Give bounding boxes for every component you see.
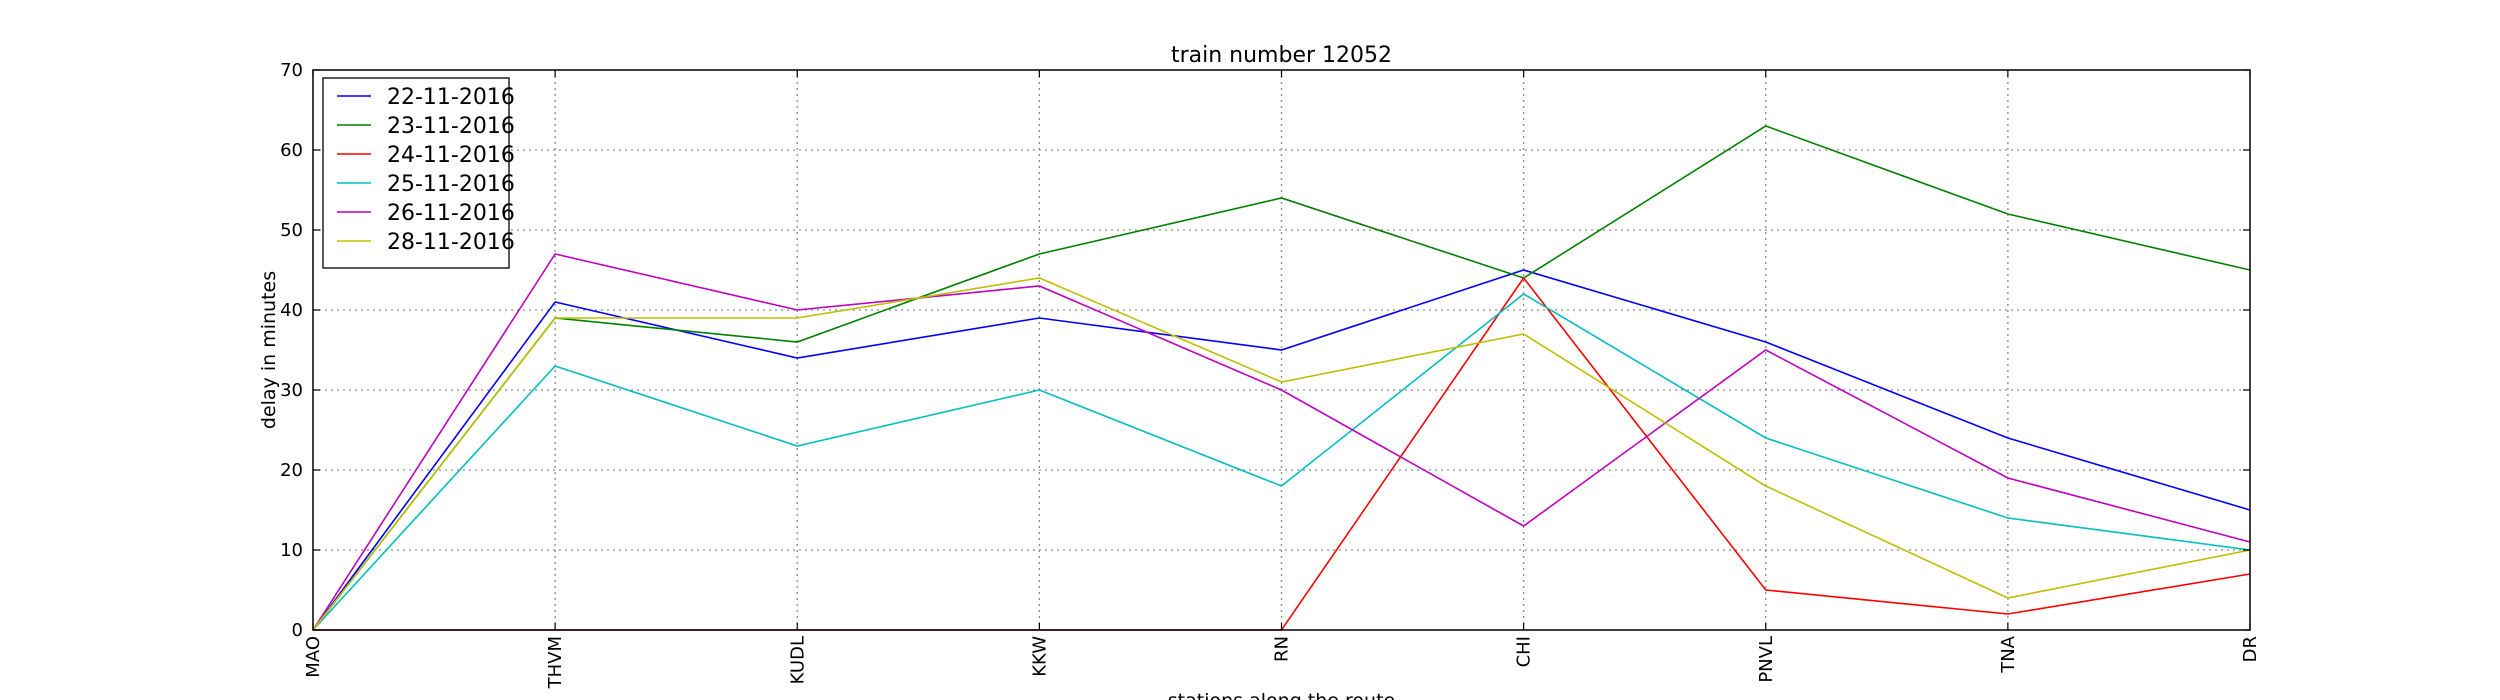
- legend-entry: 22-11-2016: [387, 85, 515, 110]
- legend-entry: 24-11-2016: [387, 143, 515, 168]
- x-axis-title: stations along the route: [1168, 690, 1395, 700]
- y-tick-label: 60: [280, 140, 303, 161]
- series-line-25-11-2016: [312, 293, 2251, 631]
- x-tick-label: TNA: [1998, 635, 2019, 673]
- y-tick-label: 0: [292, 620, 303, 641]
- x-tick-label: CHI: [1514, 636, 1535, 667]
- legend-entry: 25-11-2016: [387, 172, 515, 197]
- legend-entry: 26-11-2016: [387, 201, 515, 226]
- x-tick-label: MAO: [303, 636, 324, 678]
- x-tick-label: THVM: [545, 636, 566, 689]
- legend: 22-11-2016 23-11-2016 24-11-2016 25-11-2016…: [322, 77, 515, 269]
- x-tick-label: KUDL: [787, 636, 808, 684]
- series-line-26-11-2016: [312, 253, 2251, 631]
- series-line-28-11-2016: [312, 277, 2251, 631]
- y-tick-label: 30: [280, 380, 303, 401]
- series-line-22-11-2016: [312, 269, 2251, 631]
- series-line-23-11-2016: [312, 125, 2251, 631]
- legend-entry: 28-11-2016: [387, 230, 515, 255]
- chart-title: train number 12052: [1171, 43, 1392, 68]
- y-tick-label: 70: [280, 60, 303, 81]
- y-tick-label: 50: [280, 220, 303, 241]
- grid-lines: [313, 70, 2250, 630]
- x-tick-label: PNVL: [1756, 636, 1777, 683]
- x-tick-label: DR: [2240, 636, 2261, 662]
- x-tick-label: RN: [1272, 636, 1293, 662]
- series-lines: [312, 125, 2251, 631]
- y-axis-title: delay in minutes: [258, 271, 280, 429]
- x-axis-ticks: MAO THVM KUDL KKW RN CHI PNVL TNA DR: [303, 70, 2261, 689]
- y-tick-label: 40: [280, 300, 303, 321]
- y-tick-label: 20: [280, 460, 303, 481]
- legend-entry: 23-11-2016: [387, 114, 515, 139]
- y-axis-ticks: 0 10 20 30 40 50 60 70: [280, 60, 2250, 641]
- x-tick-label: KKW: [1029, 636, 1050, 677]
- y-tick-label: 10: [280, 540, 303, 561]
- legend-box: [322, 77, 510, 269]
